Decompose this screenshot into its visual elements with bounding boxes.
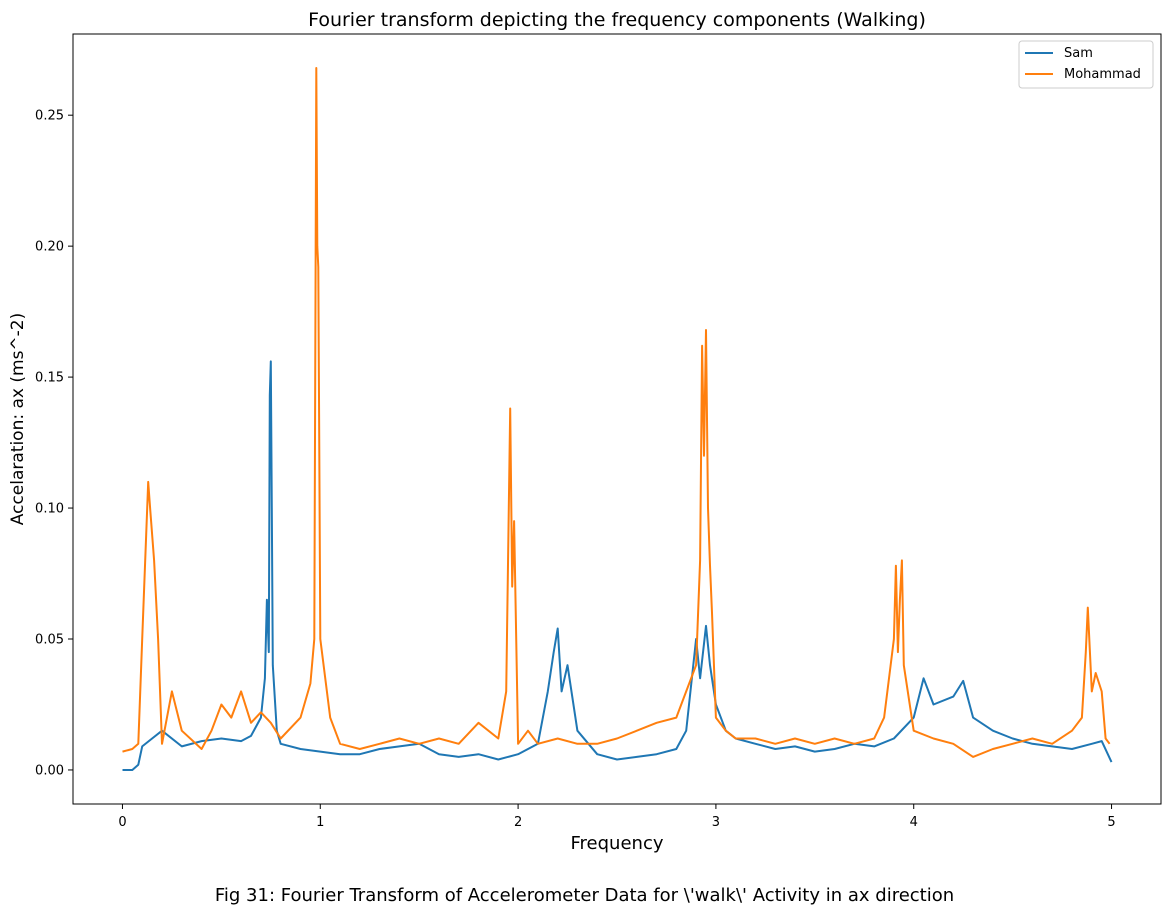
y-tick-label: 0.10 [35,502,64,517]
legend-label-mohammad: Mohammad [1064,67,1141,82]
y-axis-label: Accelaration: ax (ms^-2) [8,313,28,525]
plot-area [73,34,1161,804]
x-tick-label: 1 [316,815,324,830]
y-tick-label: 0.15 [35,371,64,386]
x-tick-label: 4 [910,815,918,830]
y-tick-label: 0.00 [35,763,64,778]
x-tick-label: 3 [712,815,720,830]
x-axis-label: Frequency [571,833,664,854]
series-line-sam [122,360,1113,771]
series-layer [122,67,1113,771]
figure-caption: Fig 31: Fourier Transform of Acceleromet… [214,885,955,906]
y-tick-label: 0.25 [35,109,64,124]
chart-title: Fourier transform depicting the frequenc… [308,9,926,31]
y-tick-label: 0.05 [35,633,64,648]
x-tick-label: 5 [1107,815,1115,830]
x-axis: 0 1 2 3 4 5 [118,804,1116,830]
x-tick-label: 0 [118,815,126,830]
y-tick-label: 0.20 [35,240,64,255]
series-line-mohammad [122,67,1111,758]
legend: Sam Mohammad [1018,40,1154,89]
legend-label-sam: Sam [1064,46,1093,61]
x-tick-label: 2 [514,815,522,830]
y-axis: 0.00 0.05 0.10 0.15 0.20 0.25 [35,109,73,778]
axes-frame [72,33,1162,805]
